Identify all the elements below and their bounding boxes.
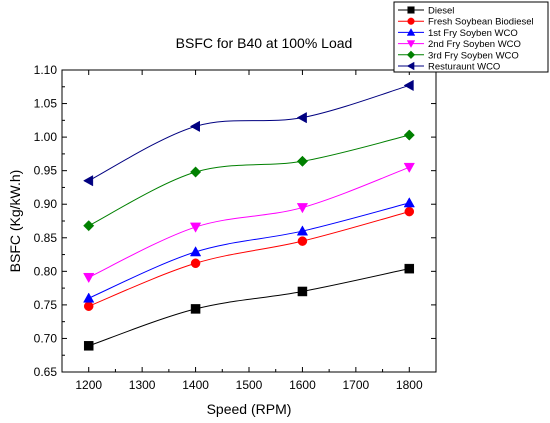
y-tick-label: 0.95: [34, 164, 58, 178]
data-point: [296, 155, 308, 167]
data-point: [403, 197, 415, 208]
data-point: [83, 220, 95, 232]
y-tick-label: 0.65: [34, 365, 58, 379]
legend-entry: Resturaunt WCO: [398, 62, 500, 73]
data-point: [403, 129, 415, 141]
legend-label: Resturaunt WCO: [428, 62, 500, 73]
y-tick-label: 0.80: [34, 264, 58, 278]
data-point: [190, 258, 201, 269]
data-point: [190, 166, 202, 178]
legend-marker: [406, 61, 415, 71]
series-3: [83, 162, 415, 284]
data-point: [83, 301, 94, 311]
legend-marker: [406, 50, 416, 59]
data-point: [189, 222, 202, 233]
data-point: [403, 162, 415, 174]
data-point: [403, 79, 414, 92]
axes-layer: 1200 1300 1400 1500 1600 1700 1800 0.65 0.70 0.75…: [34, 63, 437, 392]
legend-marker: [407, 6, 415, 14]
data-point: [297, 286, 308, 297]
data-point: [404, 206, 415, 217]
y-tick-label: 1.05: [34, 97, 58, 111]
legend-label: 2nd Fry Soyben WCO: [428, 39, 521, 50]
data-point: [404, 263, 415, 274]
data-point: [83, 272, 95, 284]
legend-entry: Diesel: [398, 6, 454, 17]
y-axis-title: BSFC (Kg/kW.h): [7, 170, 23, 273]
data-point: [189, 246, 202, 257]
legend-marker: [407, 17, 415, 25]
legend-entry: 3rd Fry Soyben WCO: [398, 50, 519, 61]
legend-label: Diesel: [428, 6, 454, 17]
x-tick-label: 1500: [236, 378, 263, 392]
series-2: [83, 197, 415, 303]
data-point: [189, 120, 200, 132]
series-line: [88, 134, 410, 227]
series-line: [88, 211, 410, 307]
y-tick-label: 0.90: [34, 197, 58, 211]
legend-box: [393, 1, 549, 73]
series-line: [88, 268, 410, 347]
x-tick-label: 1200: [75, 378, 102, 392]
x-axis-title: Speed (RPM): [207, 401, 292, 417]
y-tick-label: 0.70: [34, 331, 58, 345]
legend-label: 1st Fry Soyben WCO: [428, 28, 518, 39]
legend-entry: Fresh Soybean Biodiesel: [398, 17, 534, 28]
data-point: [83, 341, 94, 351]
legend-label: Fresh Soybean Biodiesel: [428, 17, 534, 28]
legend-entry: 2nd Fry Soyben WCO: [398, 39, 521, 50]
legend-marker: [406, 28, 416, 36]
y-tick-label: 1.10: [34, 63, 58, 77]
data-point: [83, 292, 95, 303]
data-point: [296, 225, 309, 236]
data-point: [190, 304, 201, 314]
data-point: [297, 236, 308, 246]
data-point: [82, 175, 94, 187]
legend-label: 3rd Fry Soyben WCO: [428, 50, 519, 61]
x-tick-label: 1400: [182, 378, 209, 392]
y-tick-label: 1.00: [34, 130, 58, 144]
y-tick-label: 0.85: [34, 231, 58, 245]
x-tick-label: 1600: [289, 378, 316, 392]
series-1: [83, 206, 415, 311]
data-point: [296, 203, 309, 214]
x-tick-label: 1700: [343, 378, 370, 392]
plot-frame: [61, 69, 437, 373]
data-point: [296, 112, 307, 124]
chart-title: BSFC for B40 at 100% Load: [176, 35, 353, 51]
y-tick-label: 0.75: [34, 298, 58, 312]
x-tick-label: 1300: [129, 378, 156, 392]
legend-entry: 1st Fry Soyben WCO: [398, 28, 518, 39]
x-tick-label: 1800: [396, 378, 423, 392]
series-line: [88, 166, 410, 278]
legend-marker: [406, 40, 416, 48]
series-line: [88, 84, 410, 182]
series-layer: [82, 79, 415, 351]
series-4: [83, 129, 415, 232]
series-line: [88, 202, 410, 299]
series-5: [82, 79, 414, 187]
series-0: [83, 263, 415, 351]
